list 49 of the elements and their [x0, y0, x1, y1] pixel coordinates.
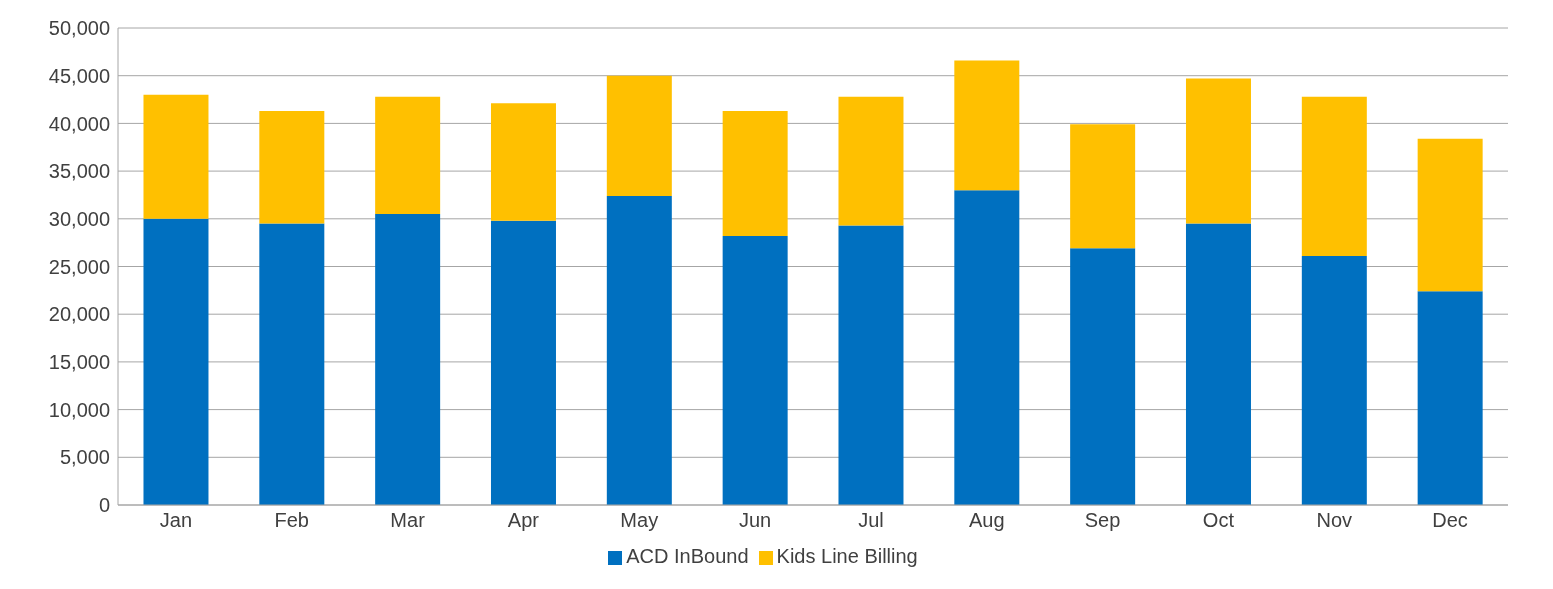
bar — [143, 218, 209, 505]
x-tick-label: Aug — [968, 509, 1005, 532]
y-tick-label: 0 — [98, 494, 110, 517]
bar — [606, 195, 672, 505]
bar — [490, 220, 556, 505]
y-tick-label: 20,000 — [48, 303, 110, 326]
y-tick-label: 5,000 — [59, 446, 110, 469]
x-tick-label: Oct — [1202, 509, 1235, 532]
x-tick-label: Jan — [159, 509, 193, 532]
x-tick-label: Dec — [1432, 509, 1468, 532]
bar — [375, 96, 441, 215]
bar — [954, 190, 1020, 505]
bar — [722, 235, 788, 505]
x-tick-label: Nov — [1316, 509, 1353, 532]
legend-label: Kids Line Billing — [776, 545, 918, 567]
y-tick-label: 15,000 — [48, 351, 110, 373]
bar — [1301, 96, 1367, 257]
x-tick-label: Sep — [1084, 509, 1121, 532]
bar — [1301, 256, 1367, 505]
y-tick-label: 35,000 — [48, 160, 110, 183]
x-tick-label: Mar — [390, 509, 426, 532]
bar — [722, 111, 788, 236]
x-tick-label: May — [620, 509, 659, 532]
bar — [606, 75, 672, 196]
bar — [1417, 291, 1483, 505]
y-tick-label: 30,000 — [48, 207, 110, 230]
bar — [375, 214, 441, 505]
bar — [143, 94, 209, 219]
bar — [1070, 124, 1136, 249]
bar — [259, 223, 325, 505]
x-tick-label: Jun — [738, 509, 772, 532]
bar — [838, 225, 904, 505]
bar — [838, 96, 904, 226]
y-tick-label: 45,000 — [48, 64, 110, 87]
bar — [490, 103, 556, 221]
bar — [1070, 248, 1136, 505]
x-tick-label: Feb — [274, 509, 309, 532]
y-tick-label: 25,000 — [48, 255, 110, 278]
x-tick-label: Jul — [858, 509, 884, 532]
legend-label: ACD InBound — [626, 545, 749, 567]
y-tick-label: 10,000 — [48, 398, 110, 421]
bar — [1185, 223, 1251, 505]
x-tick-label: Apr — [507, 509, 540, 532]
bar — [1417, 138, 1483, 292]
bar — [954, 60, 1020, 191]
y-tick-label: 40,000 — [48, 112, 110, 135]
bar — [259, 111, 325, 224]
y-tick-label: 50,000 — [48, 17, 110, 40]
bar — [1185, 78, 1251, 224]
